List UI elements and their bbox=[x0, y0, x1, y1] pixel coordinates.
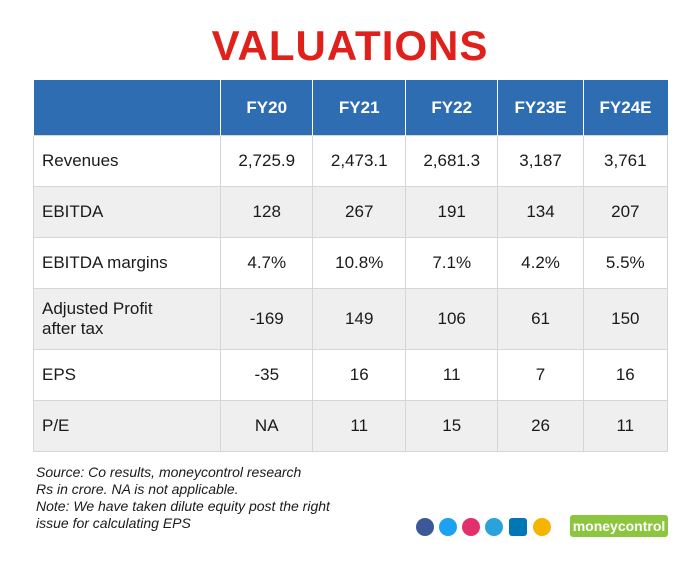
table-row: P/E NA 11 15 26 11 bbox=[33, 400, 669, 452]
title: VALUATIONS bbox=[211, 22, 489, 69]
row-label: EPS bbox=[33, 349, 221, 401]
cell: 2,725.9 bbox=[219, 135, 314, 187]
twitter-icon[interactable] bbox=[439, 518, 457, 536]
facebook-icon[interactable] bbox=[416, 518, 434, 536]
cell: -169 bbox=[219, 288, 314, 350]
column-header: FY21 bbox=[312, 80, 406, 136]
cell: 11 bbox=[582, 400, 669, 452]
note-line: Rs in crore. NA is not applicable. bbox=[36, 481, 239, 497]
cell: 267 bbox=[312, 186, 406, 238]
row-label: Adjusted Profit after tax bbox=[33, 288, 221, 350]
cell: NA bbox=[219, 400, 314, 452]
social-icons bbox=[416, 518, 551, 536]
cell: 10.8% bbox=[312, 237, 406, 289]
cell: 7 bbox=[497, 349, 584, 401]
cell: 7.1% bbox=[404, 237, 499, 289]
table-row: EBITDA 128 267 191 134 207 bbox=[33, 186, 669, 238]
row-label: P/E bbox=[33, 400, 221, 452]
column-header: FY24E bbox=[582, 80, 668, 136]
header-row: FY20 FY21 FY22 FY23E FY24E bbox=[33, 80, 668, 136]
column-header: FY20 bbox=[219, 80, 313, 136]
cell: -35 bbox=[219, 349, 314, 401]
cell: 26 bbox=[497, 400, 584, 452]
cell: 134 bbox=[497, 186, 584, 238]
cell: 61 bbox=[497, 288, 584, 350]
cell: 3,187 bbox=[497, 135, 584, 187]
cell: 3,761 bbox=[582, 135, 669, 187]
cell: 16 bbox=[582, 349, 669, 401]
note-line: Note: We have taken dilute equity post t… bbox=[36, 498, 330, 531]
cell: 2,473.1 bbox=[312, 135, 406, 187]
row-label: EBITDA margins bbox=[33, 237, 221, 289]
cell: 207 bbox=[582, 186, 669, 238]
row-label: Revenues bbox=[33, 135, 221, 187]
koo-icon[interactable] bbox=[533, 518, 551, 536]
cell: 11 bbox=[312, 400, 406, 452]
cell: 16 bbox=[312, 349, 406, 401]
instagram-icon[interactable] bbox=[462, 518, 480, 536]
linkedin-icon[interactable] bbox=[509, 518, 527, 536]
column-header: FY23E bbox=[497, 80, 584, 136]
table-row: EPS -35 16 11 7 16 bbox=[33, 349, 669, 401]
cell: 106 bbox=[404, 288, 499, 350]
cell: 5.5% bbox=[582, 237, 669, 289]
table-row: Adjusted Profit after tax -169 149 106 61 150 bbox=[33, 288, 669, 350]
cell: 15 bbox=[404, 400, 499, 452]
cell: 191 bbox=[404, 186, 499, 238]
valuation-table: FY20 FY21 FY22 FY23E FY24E Revenues 2,725.9 2,… bbox=[33, 80, 669, 452]
telegram-icon[interactable] bbox=[485, 518, 503, 536]
table-row: Revenues 2,725.9 2,473.1 2,681.3 3,187 3,761 bbox=[33, 135, 669, 187]
notes: Source: Co results, moneycontrol researc… bbox=[36, 464, 366, 532]
brand-logo[interactable]: moneycontrol bbox=[570, 515, 668, 537]
cell: 150 bbox=[582, 288, 669, 350]
table-row: EBITDA margins 4.7% 10.8% 7.1% 4.2% 5.5% bbox=[33, 237, 669, 289]
cell: 2,681.3 bbox=[404, 135, 499, 187]
cell: 128 bbox=[219, 186, 314, 238]
header-corner bbox=[33, 80, 221, 136]
cell: 4.7% bbox=[219, 237, 314, 289]
cell: 11 bbox=[404, 349, 499, 401]
table-body: Revenues 2,725.9 2,473.1 2,681.3 3,187 3,761 E… bbox=[33, 135, 669, 452]
row-label: EBITDA bbox=[33, 186, 221, 238]
cell: 149 bbox=[312, 288, 406, 350]
column-header: FY22 bbox=[404, 80, 498, 136]
cell: 4.2% bbox=[497, 237, 584, 289]
note-line: Source: Co results, moneycontrol researc… bbox=[36, 464, 302, 480]
